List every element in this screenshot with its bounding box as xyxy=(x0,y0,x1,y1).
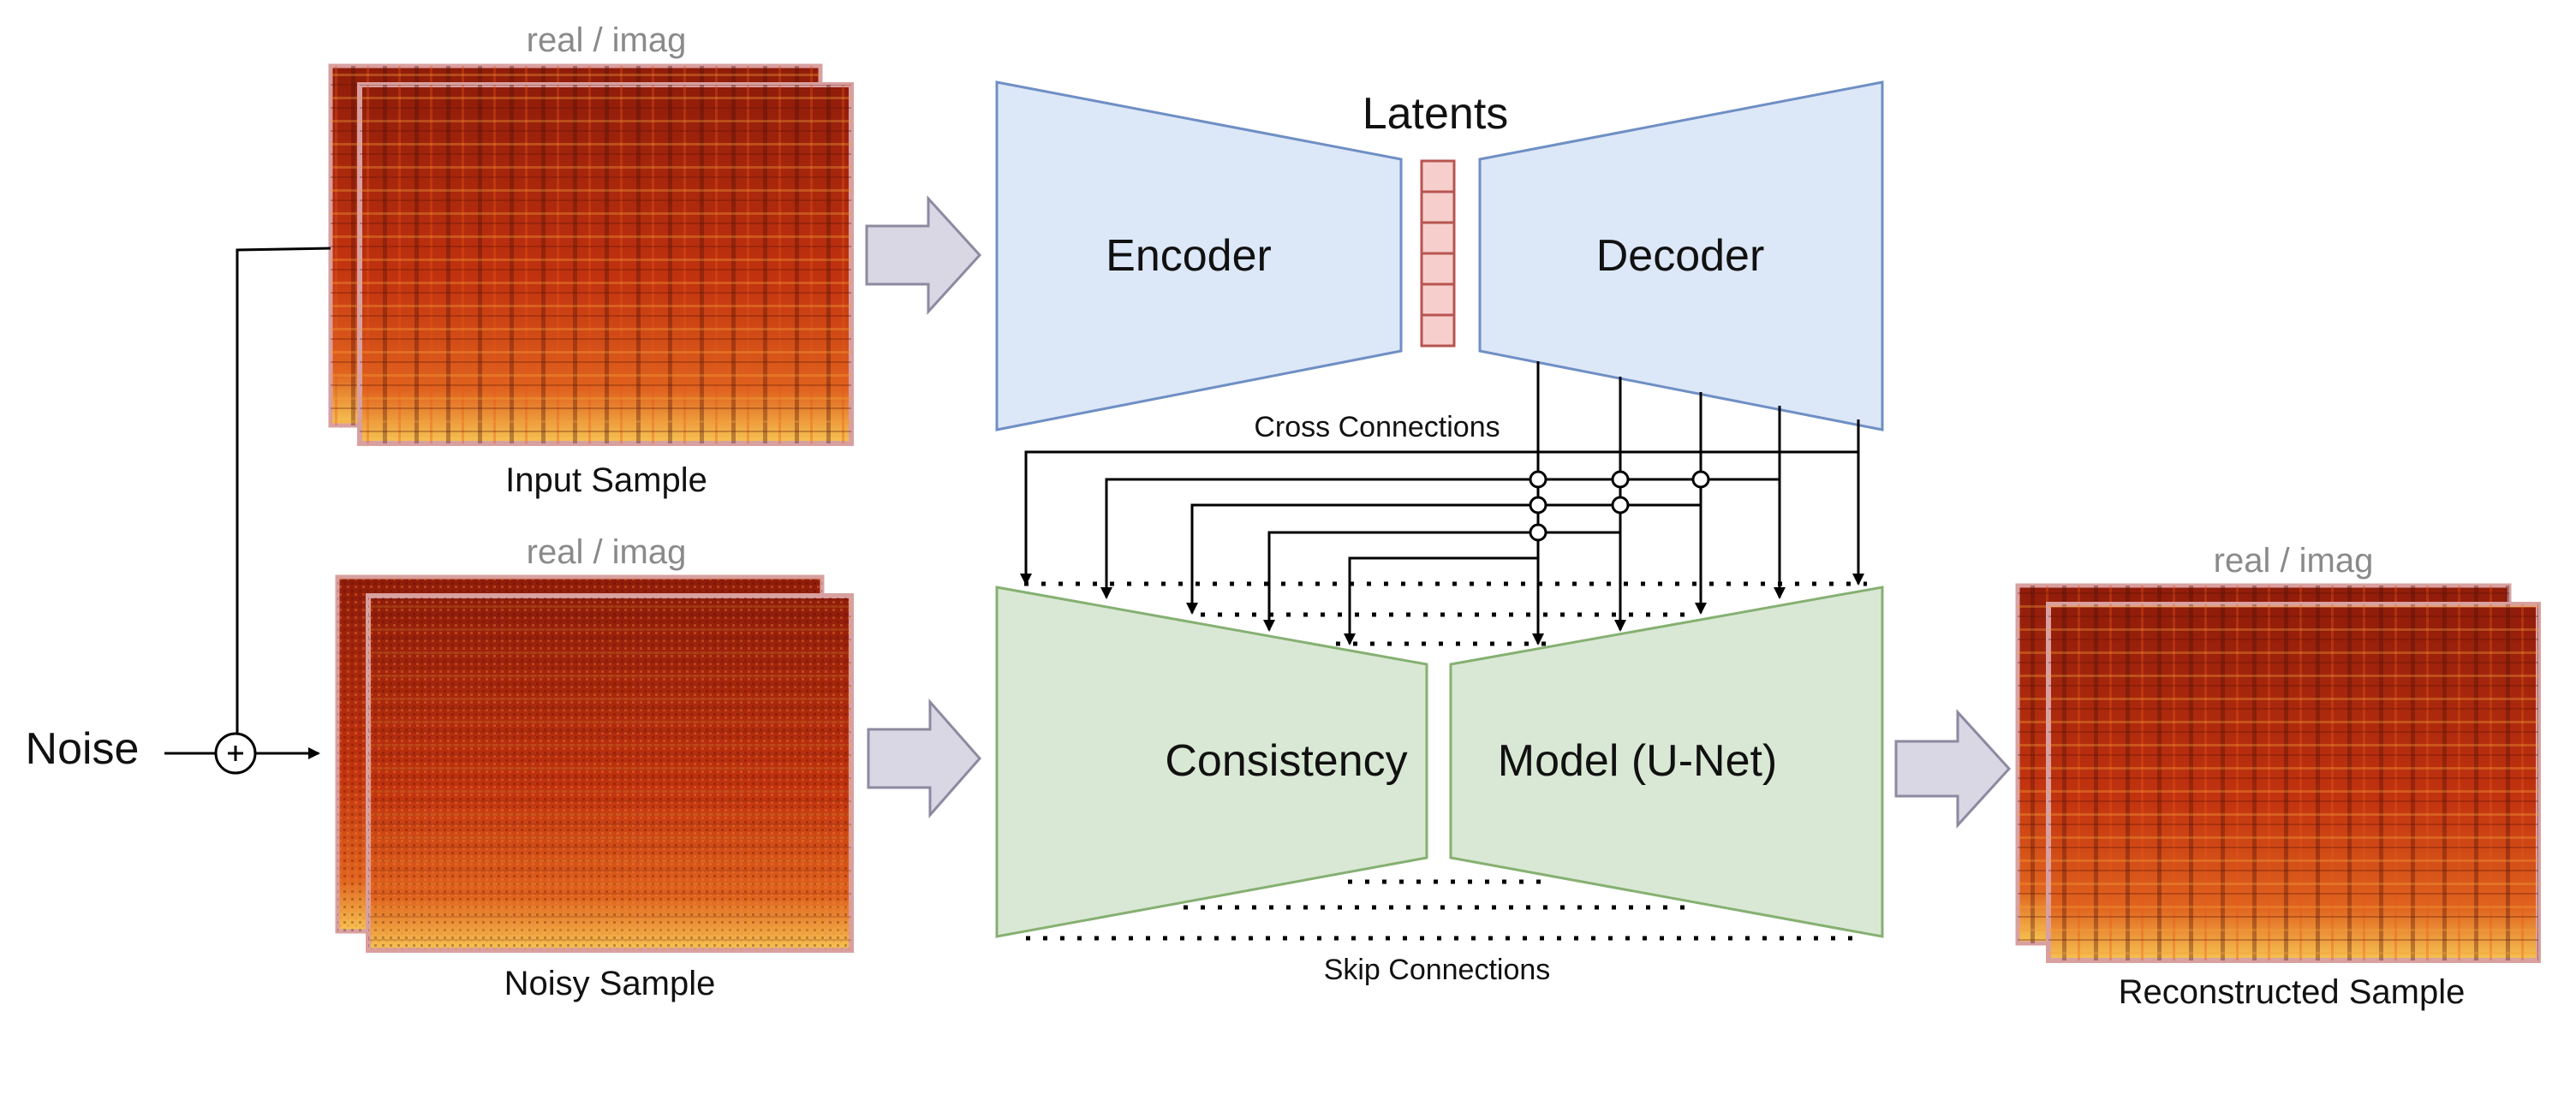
encoder-shape xyxy=(995,80,1403,431)
reconstructed-sample-caption: Reconstructed Sample xyxy=(2119,973,2466,1011)
noisy-channel-label: real / imag xyxy=(527,533,687,571)
latents-label: Latents xyxy=(1363,89,1509,139)
unet-to-output-arrow xyxy=(1894,709,2012,829)
cross-connection-route xyxy=(1020,450,1858,586)
input-to-sum-line xyxy=(236,247,331,734)
latent-vector xyxy=(1420,159,1456,348)
autoencoder: Encoder Decoder Latents xyxy=(995,80,1884,431)
line-hop-icon xyxy=(1529,496,1547,514)
unet-left-label: Consistency xyxy=(1165,736,1407,786)
latent-cell xyxy=(1420,190,1456,224)
input-to-encoder-arrow xyxy=(865,195,982,315)
skip-connections-label: Skip Connections xyxy=(1324,954,1551,986)
latent-cell xyxy=(1420,221,1456,255)
input-sample-caption: Input Sample xyxy=(505,461,707,499)
latent-cell xyxy=(1420,159,1456,193)
latent-cell xyxy=(1420,252,1456,286)
noisy-sample-caption: Noisy Sample xyxy=(504,965,716,1002)
cross-connection-route xyxy=(1263,531,1620,632)
latent-cell xyxy=(1420,282,1456,317)
unet-right-shape xyxy=(1449,586,1884,938)
unet-right-label: Model (U-Net) xyxy=(1498,736,1778,786)
cross-connection-route xyxy=(1100,478,1780,599)
line-hop-icon xyxy=(1611,470,1630,489)
noise-label: Noise xyxy=(26,724,140,774)
skip-connections xyxy=(1024,581,1867,941)
input-sample-block: real / imag Input Sample xyxy=(328,21,854,499)
noise-path: Noise xyxy=(26,247,331,775)
cross-connections xyxy=(1020,361,1864,645)
output-channel-label: real / imag xyxy=(2214,542,2374,580)
noisy-spectrogram-front xyxy=(366,593,854,953)
decoder-shape xyxy=(1478,80,1884,431)
unet-left-shape xyxy=(995,586,1428,938)
noisy-sample-block: real / imag Noisy Sample xyxy=(335,533,854,1002)
line-hop-icon xyxy=(1529,523,1547,542)
encoder-label: Encoder xyxy=(1106,231,1272,281)
line-hop-icon xyxy=(1529,470,1547,489)
latent-cell xyxy=(1420,313,1456,348)
output-spectrogram-front xyxy=(2046,602,2541,963)
noisy-to-unet-arrow xyxy=(867,699,981,818)
reconstructed-sample-block: real / imag Reconstructed Sample xyxy=(2015,542,2541,1011)
cross-connections-label: Cross Connections xyxy=(1254,411,1500,443)
sum-icon xyxy=(214,732,257,775)
cross-connection-route xyxy=(1344,556,1538,645)
line-hop-icon xyxy=(1611,496,1630,514)
unet: Consistency Model (U-Net) xyxy=(995,586,1884,938)
input-spectrogram-front xyxy=(357,82,854,446)
line-hop-icon xyxy=(1691,470,1710,489)
input-channel-label: real / imag xyxy=(527,21,687,59)
decoder-label: Decoder xyxy=(1596,231,1765,281)
